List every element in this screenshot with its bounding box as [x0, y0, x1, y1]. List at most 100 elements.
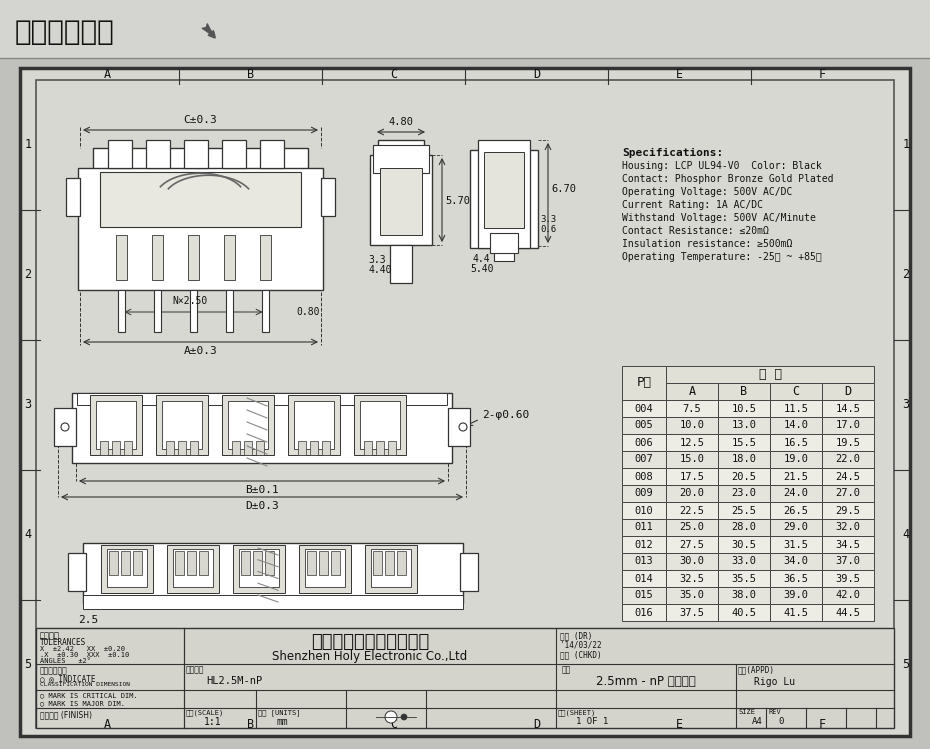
Text: 26.5: 26.5	[783, 506, 808, 515]
Bar	[390, 245, 412, 283]
Text: 检验尺寸标示: 检验尺寸标示	[40, 666, 68, 675]
Bar	[310, 441, 318, 455]
Bar	[226, 290, 233, 332]
Text: C±0.3: C±0.3	[183, 115, 218, 125]
Text: 36.5: 36.5	[783, 574, 808, 583]
Text: C: C	[390, 67, 397, 80]
Text: 004: 004	[634, 404, 654, 413]
Text: 12.5: 12.5	[680, 437, 705, 447]
Bar	[222, 395, 274, 455]
Text: 在线图纸下载: 在线图纸下载	[15, 18, 114, 46]
Bar	[718, 434, 770, 451]
Text: 尺  寸: 尺 寸	[759, 368, 781, 381]
Bar	[770, 468, 822, 485]
Bar	[72, 393, 452, 463]
Text: 20.0: 20.0	[680, 488, 705, 499]
Text: Withstand Voltage: 500V AC/Minute: Withstand Voltage: 500V AC/Minute	[622, 213, 816, 223]
Text: 2: 2	[24, 268, 32, 282]
Bar	[162, 401, 202, 449]
Bar	[83, 543, 463, 603]
Bar	[822, 468, 874, 485]
Bar	[448, 408, 470, 446]
Text: B: B	[247, 67, 254, 80]
Bar	[490, 233, 518, 253]
Text: D: D	[533, 718, 540, 730]
Bar	[822, 570, 874, 587]
Text: 23.0: 23.0	[732, 488, 756, 499]
Bar	[718, 468, 770, 485]
Bar	[622, 485, 666, 502]
Bar	[93, 148, 308, 170]
Circle shape	[401, 714, 407, 720]
Bar	[822, 553, 874, 570]
Bar	[388, 441, 396, 455]
Bar	[484, 152, 524, 228]
Bar	[666, 502, 718, 519]
Text: X  ±2.42   XX  ±0.20: X ±2.42 XX ±0.20	[40, 646, 125, 652]
Text: 0: 0	[778, 717, 783, 726]
Bar	[370, 155, 432, 245]
Bar	[666, 485, 718, 502]
Bar	[718, 502, 770, 519]
Bar	[224, 235, 235, 280]
Bar	[622, 502, 666, 519]
Text: 32.0: 32.0	[835, 523, 860, 533]
Text: 22.5: 22.5	[680, 506, 705, 515]
Bar	[371, 549, 411, 587]
Text: Current Rating: 1A AC/DC: Current Rating: 1A AC/DC	[622, 200, 763, 210]
Text: 012: 012	[634, 539, 654, 550]
Text: 014: 014	[634, 574, 654, 583]
Text: '14/03/22: '14/03/22	[560, 640, 602, 649]
Bar	[133, 551, 142, 575]
Bar	[77, 393, 447, 405]
Text: 34.5: 34.5	[835, 539, 860, 550]
Bar	[770, 570, 822, 587]
Bar	[83, 595, 463, 609]
Text: 22.0: 22.0	[835, 455, 860, 464]
Bar	[20, 68, 910, 736]
Bar	[622, 604, 666, 621]
Bar	[54, 408, 76, 446]
Bar	[232, 441, 240, 455]
Text: 008: 008	[634, 472, 654, 482]
Text: 一般公差: 一般公差	[40, 631, 60, 640]
Text: ○ MARK IS MAJOR DIM.: ○ MARK IS MAJOR DIM.	[40, 700, 125, 706]
Bar	[331, 551, 340, 575]
Bar	[622, 366, 666, 400]
Text: Operating Voltage: 500V AC/DC: Operating Voltage: 500V AC/DC	[622, 187, 792, 197]
Bar	[822, 604, 874, 621]
Text: 33.0: 33.0	[732, 557, 756, 566]
Bar	[0, 0, 930, 58]
Bar	[253, 551, 262, 575]
Bar	[78, 168, 323, 290]
Text: mm: mm	[276, 717, 287, 727]
Text: 4.4: 4.4	[472, 254, 489, 264]
Bar	[373, 145, 429, 173]
Text: 4: 4	[24, 529, 32, 542]
Text: D±0.3: D±0.3	[246, 501, 279, 511]
Bar	[666, 587, 718, 604]
Bar	[294, 401, 334, 449]
Bar	[460, 553, 478, 591]
Bar	[718, 383, 770, 400]
Text: 006: 006	[634, 437, 654, 447]
Bar	[770, 400, 822, 417]
Text: 单位 [UNITS]: 单位 [UNITS]	[258, 709, 300, 716]
Text: 19.5: 19.5	[835, 437, 860, 447]
Text: 3: 3	[902, 398, 910, 411]
Text: 1 OF 1: 1 OF 1	[576, 717, 608, 726]
Text: Operating Temperature: -25℃ ~ +85℃: Operating Temperature: -25℃ ~ +85℃	[622, 252, 822, 262]
Text: A: A	[688, 385, 696, 398]
Bar	[380, 168, 422, 235]
Bar	[260, 140, 284, 168]
Text: 2-φ0.60: 2-φ0.60	[482, 410, 529, 420]
Bar	[319, 551, 328, 575]
Text: 20.5: 20.5	[732, 472, 756, 482]
Text: HL2.5M-nP: HL2.5M-nP	[206, 676, 262, 686]
Text: F: F	[819, 718, 826, 730]
Bar	[108, 140, 132, 168]
Text: 37.5: 37.5	[680, 607, 705, 617]
Bar	[265, 551, 274, 575]
Bar	[770, 451, 822, 468]
Text: 010: 010	[634, 506, 654, 515]
